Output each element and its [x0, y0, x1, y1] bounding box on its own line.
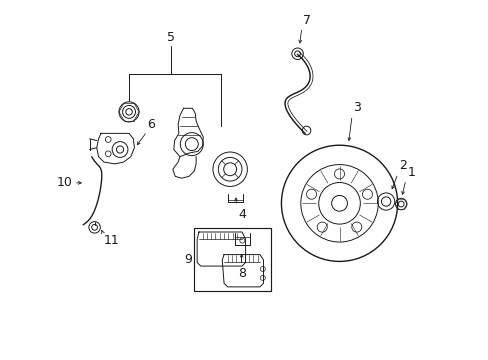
Text: 8: 8: [237, 267, 245, 280]
Text: 10: 10: [57, 176, 72, 189]
Text: 2: 2: [399, 159, 407, 172]
Text: 11: 11: [104, 234, 120, 247]
Text: 4: 4: [238, 208, 245, 221]
Text: 7: 7: [303, 14, 310, 27]
Text: 5: 5: [166, 31, 175, 44]
Text: 9: 9: [183, 253, 191, 266]
Text: 6: 6: [147, 117, 155, 131]
Text: 1: 1: [407, 166, 414, 179]
Bar: [193, 228, 270, 291]
Text: 3: 3: [353, 101, 361, 114]
